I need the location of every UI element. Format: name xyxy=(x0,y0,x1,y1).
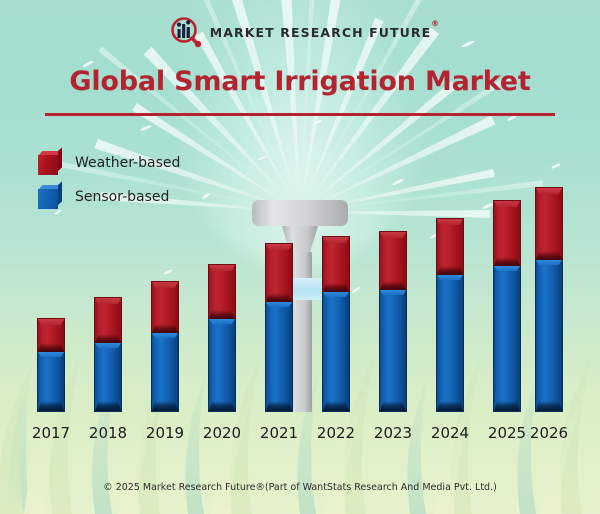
title-underline xyxy=(45,113,555,116)
bar-segment-weather-2025[interactable] xyxy=(493,200,521,266)
bar-group-2018[interactable] xyxy=(94,297,122,412)
bar-group-2026[interactable] xyxy=(535,187,563,412)
red-cube-icon xyxy=(38,147,63,175)
axis-label-2026: 2026 xyxy=(529,424,569,442)
bar-segment-weather-2018[interactable] xyxy=(94,297,122,343)
bar-segment-sensor-2026[interactable] xyxy=(535,260,563,412)
bar-segment-sensor-2018[interactable] xyxy=(94,343,122,412)
axis-label-2024: 2024 xyxy=(430,424,470,442)
bar-segment-weather-2021[interactable] xyxy=(265,243,293,302)
page-title: Global Smart Irrigation Market xyxy=(69,66,531,97)
legend-label-weather-based: Weather-based xyxy=(75,155,181,171)
axis-label-2021: 2021 xyxy=(259,424,299,442)
bar-segment-weather-2024[interactable] xyxy=(436,218,464,275)
bar-segment-sensor-2024[interactable] xyxy=(436,275,464,412)
bar-group-2020[interactable] xyxy=(208,264,236,412)
axis-label-2025: 2025 xyxy=(487,424,527,442)
bar-segment-weather-2026[interactable] xyxy=(535,187,563,260)
brand-logo: MARKET RESEARCH FUTURE ® xyxy=(0,16,600,48)
axis-label-2023: 2023 xyxy=(373,424,413,442)
bar-segment-weather-2017[interactable] xyxy=(37,318,65,352)
bar-segment-sensor-2019[interactable] xyxy=(151,333,179,412)
blue-cube-icon xyxy=(38,181,63,209)
bar-group-2019[interactable] xyxy=(151,281,179,412)
bar-group-2022[interactable] xyxy=(322,236,350,412)
chart-legend: Weather-based Sensor-based xyxy=(38,146,180,214)
axis-label-2019: 2019 xyxy=(145,424,185,442)
legend-label-sensor-based: Sensor-based xyxy=(75,189,170,205)
bar-segment-weather-2019[interactable] xyxy=(151,281,179,333)
bar-group-2017[interactable] xyxy=(37,318,65,412)
bar-group-2023[interactable] xyxy=(379,231,407,412)
magnifier-bar-chart-icon xyxy=(170,17,201,48)
bar-segment-sensor-2020[interactable] xyxy=(208,319,236,412)
bar-segment-weather-2023[interactable] xyxy=(379,231,407,290)
brand-name-wrapper: MARKET RESEARCH FUTURE ® xyxy=(209,19,439,40)
bar-segment-sensor-2017[interactable] xyxy=(37,352,65,412)
brand-name: MARKET RESEARCH FUTURE xyxy=(209,24,432,40)
bar-segment-weather-2022[interactable] xyxy=(322,236,350,292)
bar-group-2021[interactable] xyxy=(265,243,293,412)
bar-segment-sensor-2025[interactable] xyxy=(493,266,521,412)
bar-group-2025[interactable] xyxy=(493,200,521,412)
bar-segment-sensor-2021[interactable] xyxy=(265,302,293,412)
axis-label-2020: 2020 xyxy=(202,424,242,442)
legend-item-weather-based[interactable]: Weather-based xyxy=(38,146,180,180)
footer-copyright: © 2025 Market Research Future®(Part of W… xyxy=(103,482,497,493)
axis-label-2017: 2017 xyxy=(31,424,71,442)
registered-mark: ® xyxy=(431,18,441,28)
bar-segment-sensor-2022[interactable] xyxy=(322,292,350,412)
axis-label-2022: 2022 xyxy=(316,424,356,442)
bar-segment-weather-2020[interactable] xyxy=(208,264,236,319)
bar-group-2024[interactable] xyxy=(436,218,464,412)
axis-label-2018: 2018 xyxy=(88,424,128,442)
legend-item-sensor-based[interactable]: Sensor-based xyxy=(38,180,180,214)
bar-segment-sensor-2023[interactable] xyxy=(379,290,407,412)
